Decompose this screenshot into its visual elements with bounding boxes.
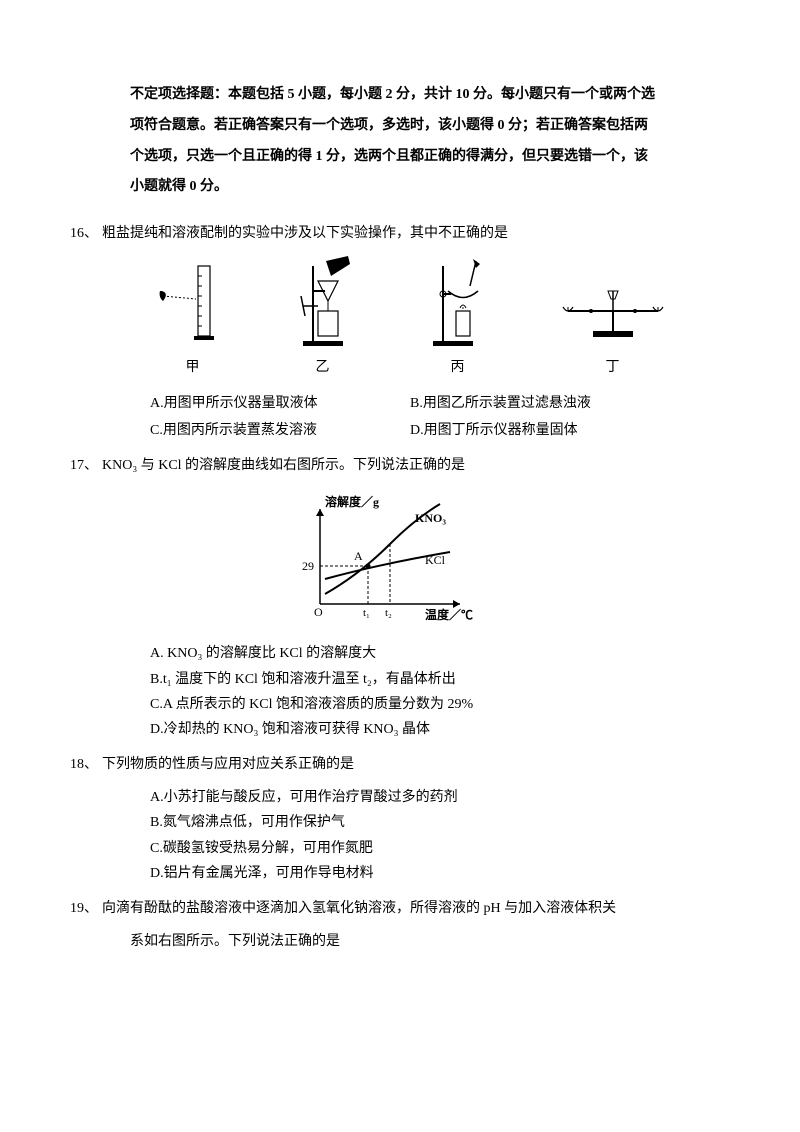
q17-option-c: C.A 点所表示的 KCl 饱和溶液溶质的质量分数为 29% (150, 692, 730, 717)
q17-number: 17、 (70, 453, 98, 478)
q19-prompt-line2: 系如右图所示。下列说法正确的是 (130, 929, 730, 954)
filter-icon (283, 256, 363, 351)
y-mark-29: 29 (302, 559, 314, 573)
figure-ding: 丁 (553, 281, 673, 380)
kcl-label: KCl (425, 553, 446, 567)
question-16: 16、 粗盐提纯和溶液配制的实验中涉及以下实验操作，其中不正确的是 甲 (70, 221, 730, 443)
header-line-3: 个选项，只选一个且正确的得 1 分，选两个且都正确的得满分，但只要选错一个，该 (130, 142, 730, 173)
balance-icon (553, 281, 673, 351)
q17-option-a: A. KNO₃ 的溶解度比 KCl 的溶解度大 (150, 641, 730, 666)
q16-option-b: B.用图乙所示装置过滤悬浊液 (410, 391, 730, 416)
figure-jia-label: 甲 (186, 355, 200, 380)
q18-option-b: B.氮气熔沸点低，可用作保护气 (150, 810, 730, 835)
q19-number: 19、 (70, 896, 98, 921)
figure-ding-label: 丁 (606, 355, 620, 380)
q18-number: 18、 (70, 752, 98, 777)
q19-prompt: 向滴有酚酞的盐酸溶液中逐滴加入氢氧化钠溶液，所得溶液的 pH 与加入溶液体积关 (102, 896, 616, 921)
kno3-label: KNO₃ (415, 511, 446, 525)
x-t1: t₁ (363, 607, 370, 619)
figure-yi: 乙 (283, 256, 363, 380)
q16-prompt: 粗盐提纯和溶液配制的实验中涉及以下实验操作，其中不正确的是 (102, 221, 508, 246)
question-18: 18、 下列物质的性质与应用对应关系正确的是 A.小苏打能与酸反应，可用作治疗胃… (70, 752, 730, 886)
x-axis-label: 温度／℃ (425, 607, 473, 622)
cylinder-icon (158, 261, 228, 351)
question-17: 17、 KNO₃ 与 KCl 的溶解度曲线如右图所示。下列说法正确的是 A 29… (70, 453, 730, 742)
figure-yi-label: 乙 (316, 355, 330, 380)
q17-option-d: D.冷却热的 KNO₃ 饱和溶液可获得 KNO₃ 晶体 (150, 717, 730, 742)
q18-prompt: 下列物质的性质与应用对应关系正确的是 (102, 752, 354, 777)
q17-prompt: KNO₃ 与 KCl 的溶解度曲线如右图所示。下列说法正确的是 (102, 453, 465, 478)
q16-figures: 甲 乙 (130, 256, 700, 380)
q16-option-d: D.用图丁所示仪器称量固体 (410, 418, 730, 443)
figure-jia: 甲 (158, 261, 228, 380)
header-line-4: 小题就得 0 分。 (130, 172, 730, 203)
y-axis-label: 溶解度／g (325, 494, 379, 509)
q17-option-b: B.t₁ 温度下的 KCl 饱和溶液升温至 t₂，有晶体析出 (150, 667, 730, 692)
solubility-chart: A 29 O t₁ t₂ 溶解度／g 温度／℃ KNO₃ KCl (290, 494, 480, 624)
q16-number: 16、 (70, 221, 98, 246)
x-t2: t₂ (385, 607, 392, 619)
question-19: 19、 向滴有酚酞的盐酸溶液中逐滴加入氢氧化钠溶液，所得溶液的 pH 与加入溶液… (70, 896, 730, 954)
q16-option-c: C.用图丙所示装置蒸发溶液 (150, 418, 410, 443)
figure-bing-label: 丙 (451, 355, 465, 380)
q18-option-d: D.铝片有金属光泽，可用作导电材料 (150, 861, 730, 886)
svg-text:O: O (314, 605, 323, 619)
evaporate-icon (418, 256, 498, 351)
instructions-header: 不定项选择题：本题包括 5 小题，每小题 2 分，共计 10 分。每小题只有一个… (130, 80, 730, 203)
q18-option-a: A.小苏打能与酸反应，可用作治疗胃酸过多的药剂 (150, 785, 730, 810)
q18-option-c: C.碳酸氢铵受热易分解，可用作氮肥 (150, 836, 730, 861)
header-line-1: 不定项选择题：本题包括 5 小题，每小题 2 分，共计 10 分。每小题只有一个… (130, 80, 730, 111)
q16-option-a: A.用图甲所示仪器量取液体 (150, 391, 410, 416)
header-line-2: 项符合题意。若正确答案只有一个选项，多选时，该小题得 0 分；若正确答案包括两 (130, 111, 730, 142)
point-a-label: A (354, 549, 363, 563)
figure-bing: 丙 (418, 256, 498, 380)
